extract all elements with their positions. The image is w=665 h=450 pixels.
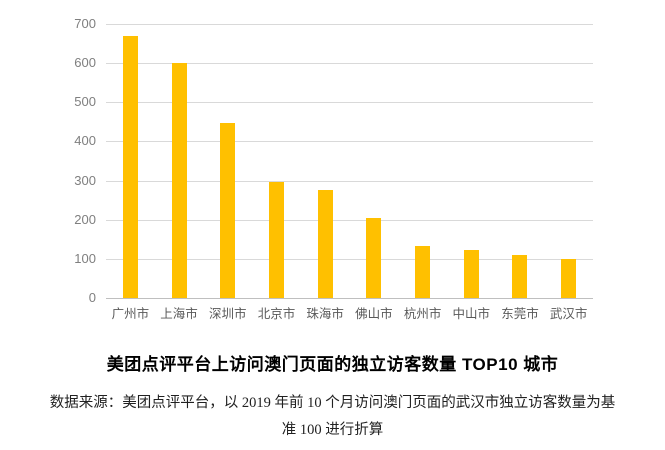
x-axis-category-label: 武汉市 bbox=[549, 307, 588, 321]
x-axis-category-label: 广州市 bbox=[111, 307, 150, 321]
chart-title: 美团点评平台上访问澳门页面的独立访客数量 TOP10 城市 bbox=[106, 355, 559, 374]
bar-slot bbox=[301, 24, 350, 298]
bar-slot bbox=[203, 24, 252, 298]
bar bbox=[122, 35, 138, 298]
bar-slot bbox=[106, 24, 155, 298]
gridline bbox=[106, 102, 593, 104]
x-axis-category-label: 佛山市 bbox=[355, 307, 393, 321]
x-axis-category-label: 杭州市 bbox=[403, 307, 442, 321]
x-axis-category-label: 东莞市 bbox=[501, 307, 539, 321]
bar bbox=[317, 189, 333, 298]
gridline bbox=[106, 63, 593, 65]
x-axis-category-label: 深圳市 bbox=[209, 307, 247, 321]
x-axis-line bbox=[106, 298, 593, 299]
source-note: 数据来源：美团点评平台，以 2019 年前 10 个月访问澳门页面的武汉市独立访… bbox=[49, 395, 616, 438]
bar-slot bbox=[544, 24, 593, 298]
y-axis-tick-label: 200 bbox=[74, 211, 96, 227]
y-axis-tick-label: 400 bbox=[74, 133, 96, 149]
y-axis-tick-label: 100 bbox=[74, 250, 96, 266]
gridline bbox=[106, 219, 593, 221]
bar bbox=[512, 254, 528, 298]
gridline bbox=[106, 24, 593, 25]
bar bbox=[561, 258, 577, 298]
bar bbox=[171, 63, 187, 298]
y-axis-tick-label: 300 bbox=[74, 172, 96, 188]
x-axis-category-label: 北京市 bbox=[257, 307, 296, 321]
bar bbox=[220, 122, 236, 298]
bar-slot bbox=[155, 24, 204, 298]
x-axis-category-label: 中山市 bbox=[452, 307, 491, 321]
x-axis-category-label: 珠海市 bbox=[306, 307, 344, 321]
bar-series bbox=[106, 24, 593, 298]
gridline bbox=[106, 180, 593, 182]
bar-slot bbox=[350, 24, 399, 298]
plot-area bbox=[106, 24, 593, 299]
gridline bbox=[106, 258, 593, 260]
y-axis-tick-label: 600 bbox=[74, 55, 96, 71]
x-axis-category-label: 上海市 bbox=[160, 307, 198, 321]
y-axis-tick-label: 700 bbox=[74, 16, 96, 31]
bar-slot bbox=[496, 24, 545, 298]
x-axis-labels: 广州市 上海市 深圳市 北京市 珠海市 佛山市 杭州市 中山市 东莞市 武汉市 bbox=[106, 303, 593, 322]
bar bbox=[366, 217, 382, 298]
y-axis-tick-label: 500 bbox=[74, 94, 96, 110]
bar-slot bbox=[398, 24, 447, 298]
bar-slot bbox=[252, 24, 301, 298]
bar-slot bbox=[447, 24, 496, 298]
gridline bbox=[106, 141, 593, 143]
bar bbox=[463, 250, 479, 298]
bar bbox=[415, 245, 431, 298]
bar bbox=[268, 181, 284, 298]
y-axis-tick-label: 0 bbox=[88, 290, 96, 305]
y-axis: 700 600 500 400 300 200 100 0 bbox=[0, 0, 96, 450]
